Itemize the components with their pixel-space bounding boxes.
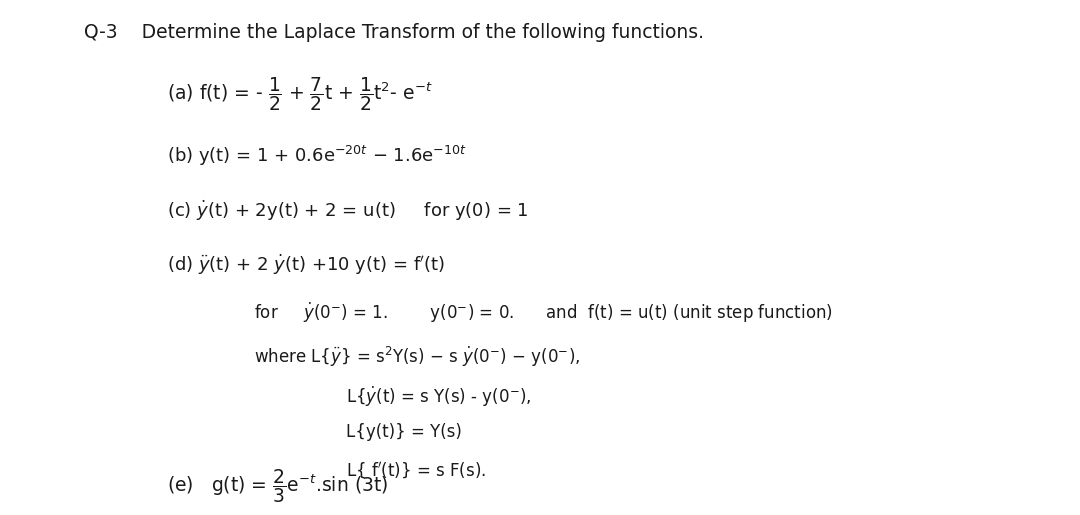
Text: (e)   g(t) = $\dfrac{2}{3}$e$^{-t}$.sin (3t): (e) g(t) = $\dfrac{2}{3}$e$^{-t}$.sin (3…: [167, 467, 389, 505]
Text: (a) f(t) = - $\dfrac{1}{2}$ + $\dfrac{7}{2}$t + $\dfrac{1}{2}$t$^{2}$- e$^{-t}$: (a) f(t) = - $\dfrac{1}{2}$ + $\dfrac{7}…: [167, 75, 433, 113]
Text: L{ f$'$(t)} = s F(s).: L{ f$'$(t)} = s F(s).: [346, 461, 486, 482]
Text: L{y(t)} = Y(s): L{y(t)} = Y(s): [346, 423, 461, 441]
Text: where L{$\ddot{y}$} = s$^{2}$Y(s) $-$ s $\dot{y}$(0$^{-}$) $-$ y(0$^{-}$),: where L{$\ddot{y}$} = s$^{2}$Y(s) $-$ s …: [254, 345, 580, 369]
Text: for     $\dot{y}$(0$^{-}$) = 1.        y(0$^{-}$) = 0.      and  f(t) = u(t) (un: for $\dot{y}$(0$^{-}$) = 1. y(0$^{-}$) =…: [254, 301, 833, 325]
Text: (c) $\dot{y}$(t) + 2y(t) + 2 = u(t)     for y(0) = 1: (c) $\dot{y}$(t) + 2y(t) + 2 = u(t) for …: [167, 198, 529, 222]
Text: (d) $\ddot{y}$(t) + 2 $\dot{y}$(t) +10 y(t) = f$'$(t): (d) $\ddot{y}$(t) + 2 $\dot{y}$(t) +10 y…: [167, 252, 446, 277]
Text: L{$\dot{y}$(t) = s Y(s) - y(0$^{-}$),: L{$\dot{y}$(t) = s Y(s) - y(0$^{-}$),: [346, 385, 531, 409]
Text: (b) y(t) = 1 + 0.6e$^{-20t}$ $-$ 1.6e$^{-10t}$: (b) y(t) = 1 + 0.6e$^{-20t}$ $-$ 1.6e$^{…: [167, 144, 467, 168]
Text: Q-3    Determine the Laplace Transform of the following functions.: Q-3 Determine the Laplace Transform of t…: [84, 23, 704, 42]
